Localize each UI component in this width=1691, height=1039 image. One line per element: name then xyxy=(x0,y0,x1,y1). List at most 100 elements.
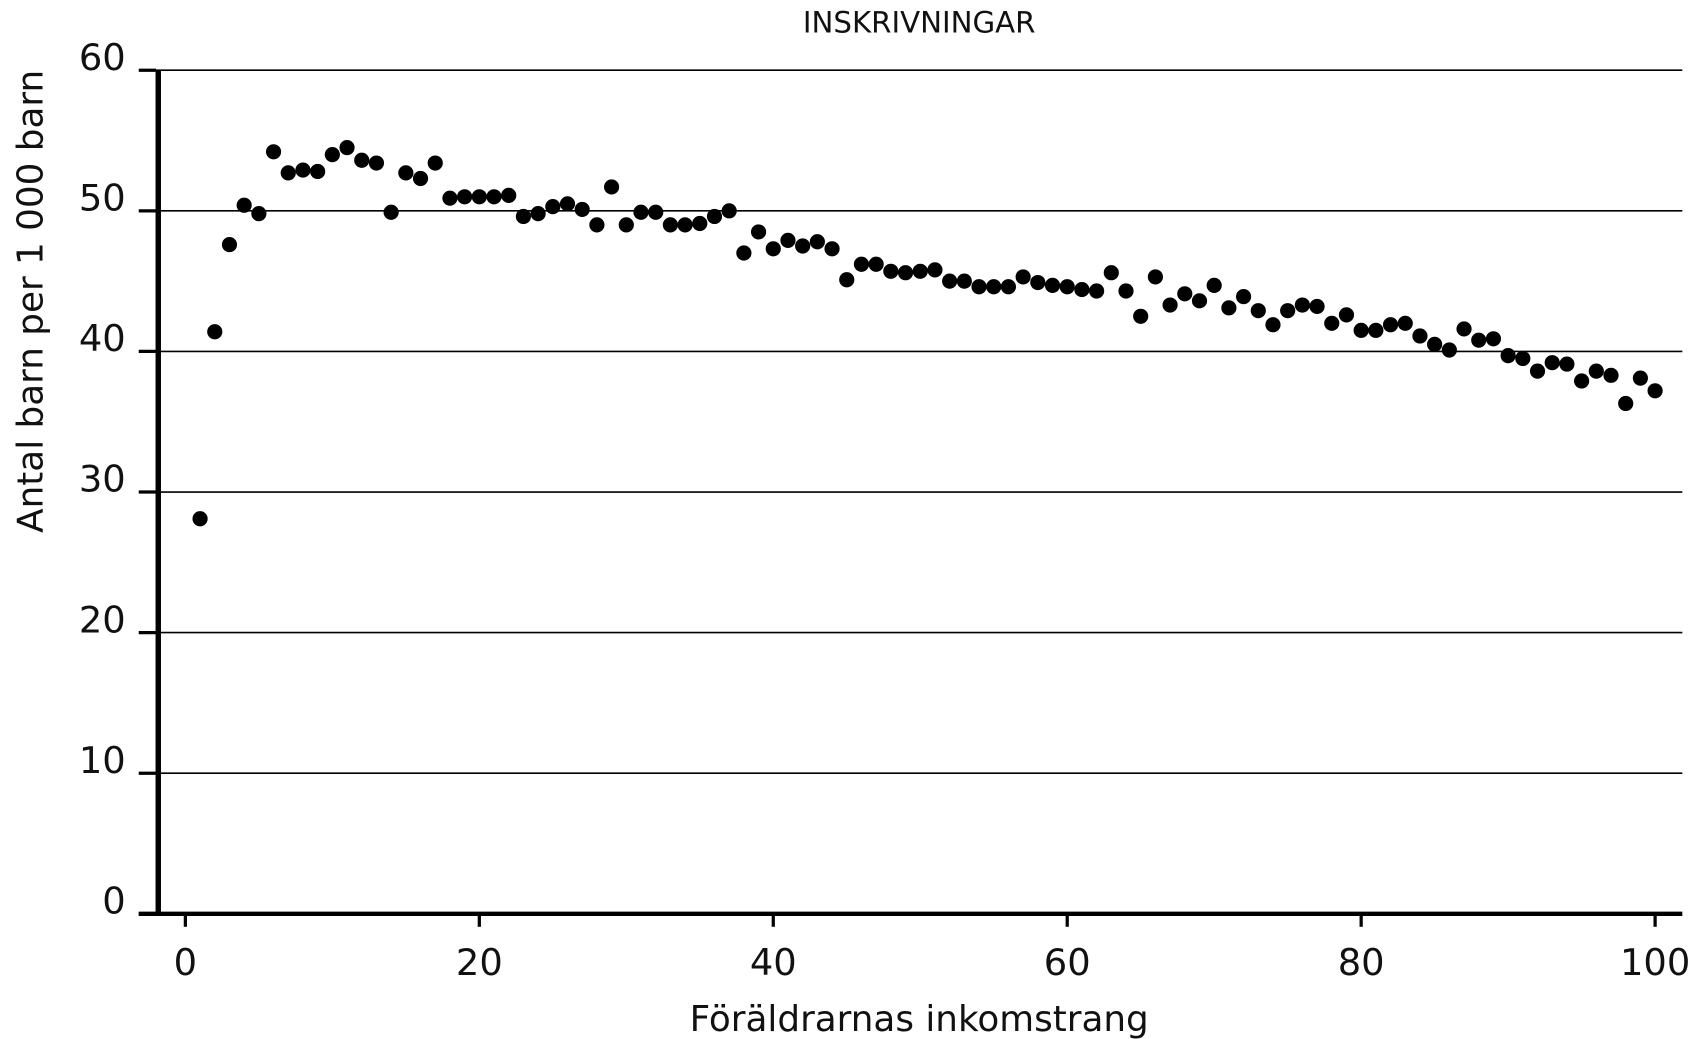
x-axis-label: Föräldrarnas inkomstrang xyxy=(690,999,1149,1039)
point xyxy=(354,152,370,168)
point xyxy=(927,262,943,278)
point xyxy=(809,234,825,250)
point xyxy=(956,273,972,289)
point xyxy=(1574,373,1590,389)
point xyxy=(1368,322,1384,338)
point xyxy=(310,163,326,180)
point xyxy=(1397,315,1413,331)
point xyxy=(1265,317,1281,333)
x-tick-label: 80 xyxy=(1338,941,1385,984)
point xyxy=(236,197,252,213)
point xyxy=(589,217,605,233)
point xyxy=(662,217,678,233)
point xyxy=(1280,303,1296,319)
point xyxy=(1515,350,1531,367)
point xyxy=(1133,308,1149,324)
point xyxy=(412,170,429,187)
point xyxy=(868,256,884,272)
chart-title: INSKRIVNINGAR xyxy=(803,5,1036,39)
point xyxy=(633,204,649,220)
x-tick-label: 60 xyxy=(1044,941,1091,984)
x-tick-label: 0 xyxy=(174,941,197,984)
point xyxy=(604,179,620,195)
y-tick-label: 40 xyxy=(79,317,126,360)
point xyxy=(765,241,781,257)
point xyxy=(265,144,282,160)
point xyxy=(1588,363,1604,379)
point xyxy=(1632,370,1648,386)
point xyxy=(280,165,296,181)
point xyxy=(251,206,267,222)
point xyxy=(1324,315,1340,331)
point xyxy=(1412,328,1428,344)
y-tick-label: 50 xyxy=(79,176,126,219)
point xyxy=(677,217,693,233)
point xyxy=(515,208,532,225)
point xyxy=(648,204,664,220)
point xyxy=(1147,269,1163,285)
point xyxy=(1559,356,1575,372)
point xyxy=(1618,395,1634,412)
point xyxy=(398,165,414,181)
point xyxy=(383,204,399,220)
point xyxy=(1089,283,1105,299)
point xyxy=(824,241,840,257)
point xyxy=(1382,317,1399,333)
point xyxy=(1030,274,1046,291)
point xyxy=(1162,297,1178,313)
point xyxy=(1191,293,1208,309)
point xyxy=(457,189,473,205)
point xyxy=(368,155,385,171)
point xyxy=(1338,307,1355,323)
point xyxy=(442,190,458,206)
x-tick-label: 20 xyxy=(456,941,503,984)
point xyxy=(1441,342,1457,358)
point xyxy=(1456,321,1472,337)
point xyxy=(559,196,576,212)
x-tick-label: 40 xyxy=(750,941,797,984)
point xyxy=(1015,269,1031,285)
point xyxy=(1059,279,1075,295)
point xyxy=(1000,279,1017,295)
point xyxy=(1177,286,1193,302)
point xyxy=(897,265,914,281)
point xyxy=(471,189,487,205)
point xyxy=(736,245,752,261)
point xyxy=(1647,383,1663,399)
point xyxy=(706,208,723,225)
y-tick-label: 10 xyxy=(79,739,126,782)
point xyxy=(1471,332,1487,348)
y-tick-label: 0 xyxy=(102,879,125,922)
point xyxy=(750,224,767,240)
point xyxy=(221,236,238,253)
point xyxy=(295,162,311,178)
point xyxy=(1118,283,1134,299)
y-tick-label: 60 xyxy=(79,36,126,79)
point xyxy=(545,199,561,215)
point xyxy=(853,256,870,272)
point xyxy=(618,217,634,233)
point xyxy=(912,263,928,279)
point xyxy=(1044,277,1061,293)
point xyxy=(1206,277,1222,293)
point xyxy=(692,215,708,232)
point xyxy=(530,206,546,222)
point xyxy=(207,324,223,340)
point xyxy=(942,273,958,289)
point xyxy=(1074,281,1090,298)
point xyxy=(971,279,987,295)
point xyxy=(486,189,502,205)
point xyxy=(574,201,590,218)
point xyxy=(795,238,811,254)
point xyxy=(1235,289,1252,305)
y-axis-label: Antal barn per 1 000 barn xyxy=(11,70,52,533)
point xyxy=(1485,331,1502,347)
y-tick-label: 20 xyxy=(79,598,126,641)
point xyxy=(1294,297,1310,313)
point xyxy=(501,187,517,203)
point xyxy=(1353,322,1369,338)
x-tick-label: 100 xyxy=(1620,941,1690,984)
y-tick-label: 30 xyxy=(79,458,126,501)
point xyxy=(192,511,208,527)
